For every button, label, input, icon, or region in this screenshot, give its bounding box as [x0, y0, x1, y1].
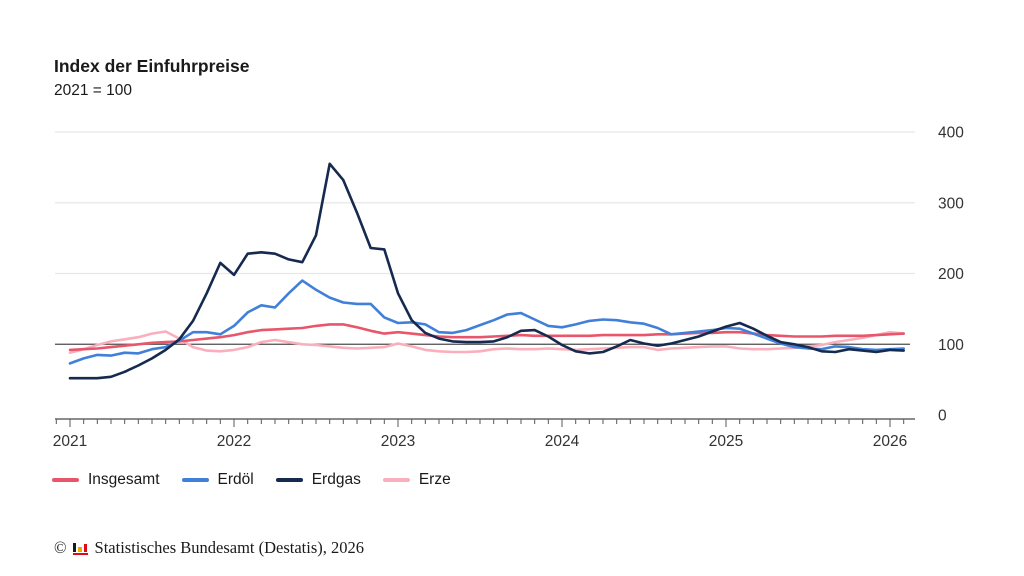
- source-text: Statistisches Bundesamt (Destatis), 2026: [94, 538, 365, 557]
- legend-swatch-icon: [181, 478, 209, 482]
- series-line-insgesamt: [68, 323, 906, 352]
- copyright-symbol: ©: [54, 538, 67, 557]
- series-line-erze: [68, 330, 906, 355]
- legend-label: Erdgas: [311, 471, 361, 488]
- x-tick-label-2023: 2023: [381, 433, 415, 450]
- legend-label: Erze: [418, 471, 451, 488]
- legend-label: Insgesamt: [88, 471, 160, 488]
- legend-swatch-icon: [382, 478, 410, 482]
- chart-subtitle: 2021 = 100: [54, 82, 133, 99]
- y-tick-label-400: 400: [938, 125, 964, 142]
- x-tick-label-2021: 2021: [53, 433, 87, 450]
- chart-title: Index der Einfuhrpreise: [54, 56, 250, 76]
- legend-swatch-icon: [275, 478, 303, 482]
- chart-legend: Insgesamt Erdöl Erdgas Erze: [52, 471, 451, 489]
- source-line: © Statistisches Bundesamt (Destatis), 20…: [54, 538, 364, 558]
- legend-item-erdgas[interactable]: Erdgas: [275, 471, 361, 489]
- series-line-erdol: [68, 279, 906, 365]
- x-tick-label-2024: 2024: [545, 433, 580, 450]
- line-chart: 0 100 200 300 400 2021 2022 2023 2024 2025 2026: [53, 125, 964, 451]
- legend-item-erze[interactable]: Erze: [382, 471, 451, 489]
- y-tick-label-200: 200: [938, 266, 964, 283]
- legend-swatch-icon: [52, 478, 79, 482]
- y-tick-label-100: 100: [938, 337, 964, 354]
- x-tick-label-2022: 2022: [217, 433, 251, 450]
- legend-item-erdol[interactable]: Erdöl: [181, 471, 254, 489]
- legend-label: Erdöl: [217, 471, 254, 488]
- y-tick-label-0: 0: [938, 408, 947, 425]
- legend-item-insgesamt[interactable]: Insgesamt: [52, 471, 160, 489]
- destatis-logo-icon: [72, 541, 89, 555]
- x-tick-label-2025: 2025: [709, 433, 743, 450]
- series-line-erdgas: [68, 162, 906, 380]
- x-tick-label-2026: 2026: [873, 433, 907, 450]
- y-tick-label-300: 300: [938, 195, 964, 212]
